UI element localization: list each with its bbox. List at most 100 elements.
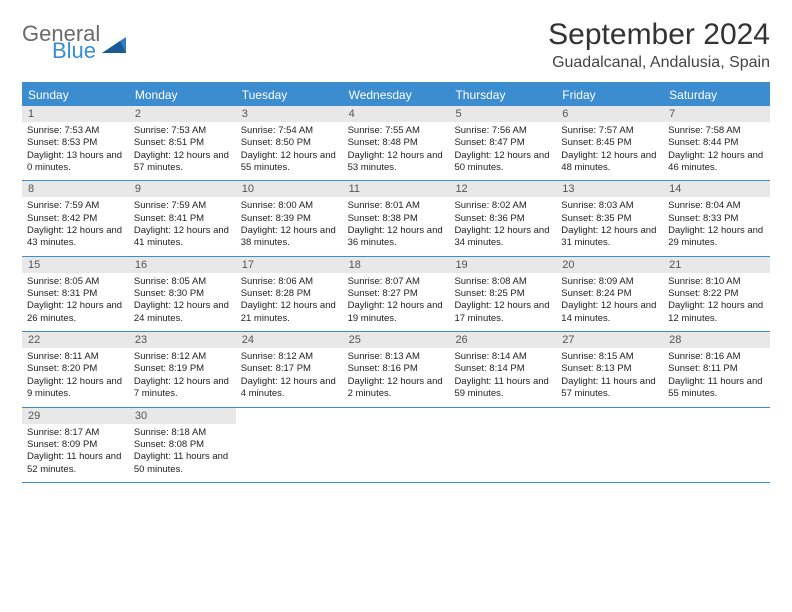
day-number: 23: [129, 332, 236, 348]
daylight-line: Daylight: 13 hours and 0 minutes.: [27, 150, 124, 175]
day-body: Sunrise: 7:55 AMSunset: 8:48 PMDaylight:…: [343, 122, 450, 180]
sunset-line: Sunset: 8:36 PM: [454, 213, 551, 225]
sunrise-line: Sunrise: 8:16 AM: [668, 351, 765, 363]
sunset-line: Sunset: 8:35 PM: [561, 213, 658, 225]
sunrise-line: Sunrise: 7:53 AM: [134, 125, 231, 137]
sunset-line: Sunset: 8:09 PM: [27, 439, 124, 451]
day-body: Sunrise: 8:14 AMSunset: 8:14 PMDaylight:…: [449, 348, 556, 406]
daylight-line: Daylight: 11 hours and 50 minutes.: [134, 451, 231, 476]
daylight-line: Daylight: 12 hours and 7 minutes.: [134, 376, 231, 401]
sunrise-line: Sunrise: 8:13 AM: [348, 351, 445, 363]
day-body: Sunrise: 8:01 AMSunset: 8:38 PMDaylight:…: [343, 197, 450, 255]
daylight-line: Daylight: 12 hours and 46 minutes.: [668, 150, 765, 175]
day-number: 14: [663, 181, 770, 197]
sunset-line: Sunset: 8:24 PM: [561, 288, 658, 300]
day-cell: 4Sunrise: 7:55 AMSunset: 8:48 PMDaylight…: [343, 106, 450, 180]
day-body: Sunrise: 8:12 AMSunset: 8:17 PMDaylight:…: [236, 348, 343, 406]
day-number-empty: [663, 408, 770, 424]
sunset-line: Sunset: 8:47 PM: [454, 137, 551, 149]
sunset-line: Sunset: 8:13 PM: [561, 363, 658, 375]
day-body: Sunrise: 7:54 AMSunset: 8:50 PMDaylight:…: [236, 122, 343, 180]
day-body: Sunrise: 8:11 AMSunset: 8:20 PMDaylight:…: [22, 348, 129, 406]
day-cell: 28 Sunrise: 8:16 AMSunset: 8:11 PMDayligh…: [663, 332, 770, 406]
logo: General Blue: [22, 18, 130, 62]
day-number: 15: [22, 257, 129, 273]
day-number: 27: [556, 332, 663, 348]
weekday-header: Monday: [129, 84, 236, 106]
day-number: 6: [556, 106, 663, 122]
daylight-line: Daylight: 11 hours and 57 minutes.: [561, 376, 658, 401]
sunrise-line: Sunrise: 8:12 AM: [241, 351, 338, 363]
daylight-line: Daylight: 12 hours and 2 minutes.: [348, 376, 445, 401]
sunset-line: Sunset: 8:11 PM: [668, 363, 765, 375]
day-number-empty: [343, 408, 450, 424]
sunrise-line: Sunrise: 8:07 AM: [348, 276, 445, 288]
sunset-line: Sunset: 8:16 PM: [348, 363, 445, 375]
daylight-line: Daylight: 12 hours and 31 minutes.: [561, 225, 658, 250]
day-body: Sunrise: 8:13 AMSunset: 8:16 PMDaylight:…: [343, 348, 450, 406]
day-number: 12: [449, 181, 556, 197]
day-number: 26: [449, 332, 556, 348]
weekday-header-row: SundayMondayTuesdayWednesdayThursdayFrid…: [22, 84, 770, 106]
week-row: 1Sunrise: 7:53 AMSunset: 8:53 PMDaylight…: [22, 106, 770, 181]
calendar-page: General Blue September 2024 Guadalcanal,…: [0, 0, 792, 501]
sunset-line: Sunset: 8:51 PM: [134, 137, 231, 149]
title-block: September 2024 Guadalcanal, Andalusia, S…: [548, 18, 770, 72]
weekday-header: Friday: [556, 84, 663, 106]
day-number: 16: [129, 257, 236, 273]
day-body: Sunrise: 8:12 AMSunset: 8:19 PMDaylight:…: [129, 348, 236, 406]
day-body: Sunrise: 7:58 AMSunset: 8:44 PMDaylight:…: [663, 122, 770, 180]
day-cell: 24Sunrise: 8:12 AMSunset: 8:17 PMDayligh…: [236, 332, 343, 406]
day-body: Sunrise: 8:18 AMSunset: 8:08 PMDaylight:…: [129, 424, 236, 482]
day-cell: 11Sunrise: 8:01 AMSunset: 8:38 PMDayligh…: [343, 181, 450, 255]
sunset-line: Sunset: 8:31 PM: [27, 288, 124, 300]
sunset-line: Sunset: 8:20 PM: [27, 363, 124, 375]
day-number: 29: [22, 408, 129, 424]
daylight-line: Daylight: 12 hours and 24 minutes.: [134, 300, 231, 325]
sunrise-line: Sunrise: 8:02 AM: [454, 200, 551, 212]
day-cell: 14Sunrise: 8:04 AMSunset: 8:33 PMDayligh…: [663, 181, 770, 255]
day-body: Sunrise: 8:05 AMSunset: 8:31 PMDaylight:…: [22, 273, 129, 331]
daylight-line: Daylight: 11 hours and 55 minutes.: [668, 376, 765, 401]
sunset-line: Sunset: 8:41 PM: [134, 213, 231, 225]
month-title: September 2024: [548, 18, 770, 52]
day-cell: 9Sunrise: 7:59 AMSunset: 8:41 PMDaylight…: [129, 181, 236, 255]
day-body: Sunrise: 7:59 AMSunset: 8:41 PMDaylight:…: [129, 197, 236, 255]
day-body: Sunrise: 8:09 AMSunset: 8:24 PMDaylight:…: [556, 273, 663, 331]
daylight-line: Daylight: 12 hours and 9 minutes.: [27, 376, 124, 401]
sunrise-line: Sunrise: 8:14 AM: [454, 351, 551, 363]
sunrise-line: Sunrise: 8:06 AM: [241, 276, 338, 288]
sunrise-line: Sunrise: 8:00 AM: [241, 200, 338, 212]
day-cell: 27Sunrise: 8:15 AMSunset: 8:13 PMDayligh…: [556, 332, 663, 406]
sunrise-line: Sunrise: 7:58 AM: [668, 125, 765, 137]
day-number: 10: [236, 181, 343, 197]
day-number: 2: [129, 106, 236, 122]
day-number: 28: [663, 332, 770, 348]
sunrise-line: Sunrise: 8:01 AM: [348, 200, 445, 212]
day-number: 7: [663, 106, 770, 122]
day-cell: 19Sunrise: 8:08 AMSunset: 8:25 PMDayligh…: [449, 257, 556, 331]
calendar: SundayMondayTuesdayWednesdayThursdayFrid…: [22, 82, 770, 483]
day-number: 22: [22, 332, 129, 348]
day-number: 3: [236, 106, 343, 122]
day-cell: 16Sunrise: 8:05 AMSunset: 8:30 PMDayligh…: [129, 257, 236, 331]
day-body: Sunrise: 8:03 AMSunset: 8:35 PMDaylight:…: [556, 197, 663, 255]
daylight-line: Daylight: 12 hours and 50 minutes.: [454, 150, 551, 175]
daylight-line: Daylight: 12 hours and 14 minutes.: [561, 300, 658, 325]
sunrise-line: Sunrise: 8:04 AM: [668, 200, 765, 212]
daylight-line: Daylight: 12 hours and 26 minutes.: [27, 300, 124, 325]
day-number: 20: [556, 257, 663, 273]
day-body: Sunrise: 7:57 AMSunset: 8:45 PMDaylight:…: [556, 122, 663, 180]
day-number: 17: [236, 257, 343, 273]
day-body: Sunrise: 7:59 AMSunset: 8:42 PMDaylight:…: [22, 197, 129, 255]
daylight-line: Daylight: 12 hours and 19 minutes.: [348, 300, 445, 325]
sunset-line: Sunset: 8:25 PM: [454, 288, 551, 300]
day-body: Sunrise: 8:07 AMSunset: 8:27 PMDaylight:…: [343, 273, 450, 331]
sunset-line: Sunset: 8:27 PM: [348, 288, 445, 300]
day-body: Sunrise: 8:15 AMSunset: 8:13 PMDaylight:…: [556, 348, 663, 406]
day-number: 30: [129, 408, 236, 424]
daylight-line: Daylight: 12 hours and 21 minutes.: [241, 300, 338, 325]
day-cell: 22Sunrise: 8:11 AMSunset: 8:20 PMDayligh…: [22, 332, 129, 406]
day-body: Sunrise: 8:00 AMSunset: 8:39 PMDaylight:…: [236, 197, 343, 255]
day-cell: 23Sunrise: 8:12 AMSunset: 8:19 PMDayligh…: [129, 332, 236, 406]
